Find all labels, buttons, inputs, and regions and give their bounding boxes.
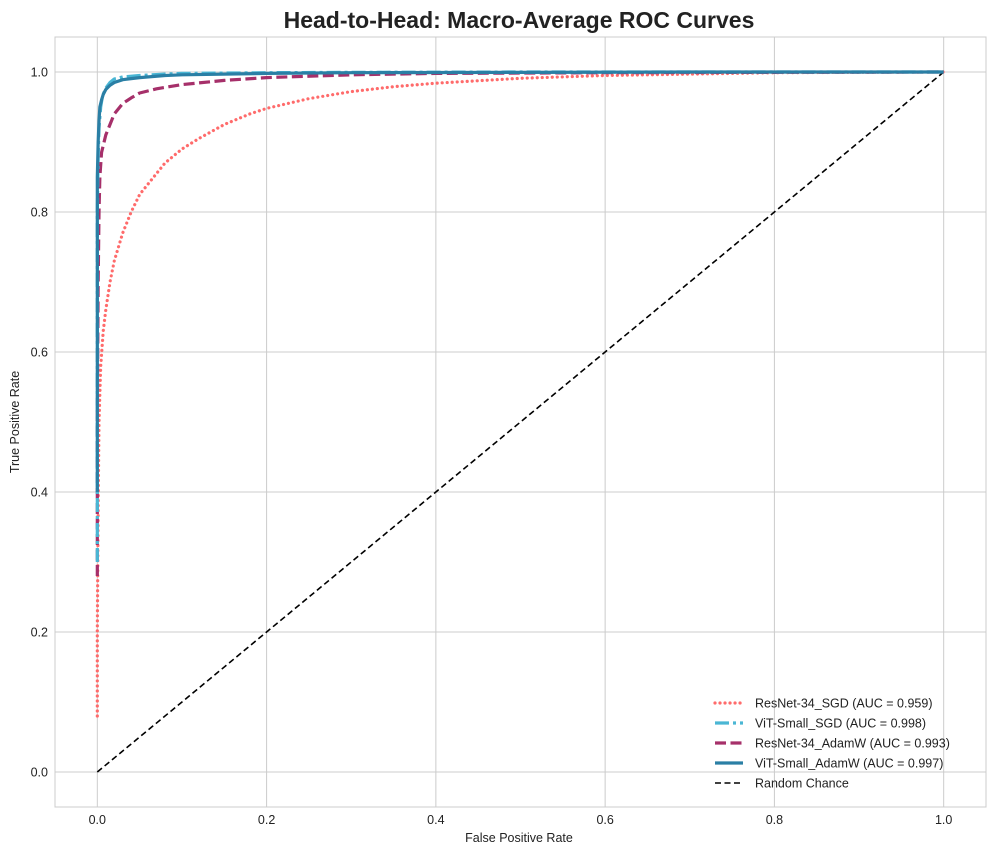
- legend-entry-label: ViT-Small_SGD (AUC = 0.998): [755, 717, 926, 731]
- x-tick-label: 1.0: [935, 813, 952, 827]
- y-axis-label: True Positive Rate: [8, 371, 22, 473]
- x-tick-label: 0.6: [596, 813, 613, 827]
- legend-entry-label: ResNet-34_SGD (AUC = 0.959): [755, 697, 933, 711]
- series-line-3: [95, 70, 944, 492]
- legend-entry-label: ViT-Small_AdamW (AUC = 0.997): [755, 757, 943, 771]
- y-tick-label: 1.0: [31, 66, 48, 80]
- series-line-4: [96, 71, 945, 773]
- x-tick-labels: 0.0 0.2 0.4 0.6 0.8 1.0: [89, 813, 953, 827]
- chart-title: Head-to-Head: Macro-Average ROC Curves: [284, 7, 755, 33]
- y-tick-label: 0.4: [31, 486, 48, 500]
- y-tick-label: 0.0: [31, 766, 48, 780]
- y-tick-label: 0.8: [31, 206, 48, 220]
- series-lines: [95, 70, 946, 773]
- y-tick-labels: 0.0 0.2 0.4 0.6 0.8 1.0: [31, 66, 48, 780]
- series-line-0: [95, 70, 946, 718]
- x-tick-label: 0.0: [89, 813, 106, 827]
- x-tick-label: 0.4: [427, 813, 444, 827]
- legend: ResNet-34_SGD (AUC = 0.959) ViT-Small_SGD…: [713, 697, 950, 791]
- x-axis-label: False Positive Rate: [465, 831, 573, 845]
- x-tick-label: 0.2: [258, 813, 275, 827]
- x-tick-label: 0.8: [766, 813, 783, 827]
- y-tick-label: 0.6: [31, 346, 48, 360]
- y-tick-label: 0.2: [31, 626, 48, 640]
- legend-entry-label: ResNet-34_AdamW (AUC = 0.993): [755, 737, 950, 751]
- legend-entry-label: Random Chance: [755, 777, 849, 791]
